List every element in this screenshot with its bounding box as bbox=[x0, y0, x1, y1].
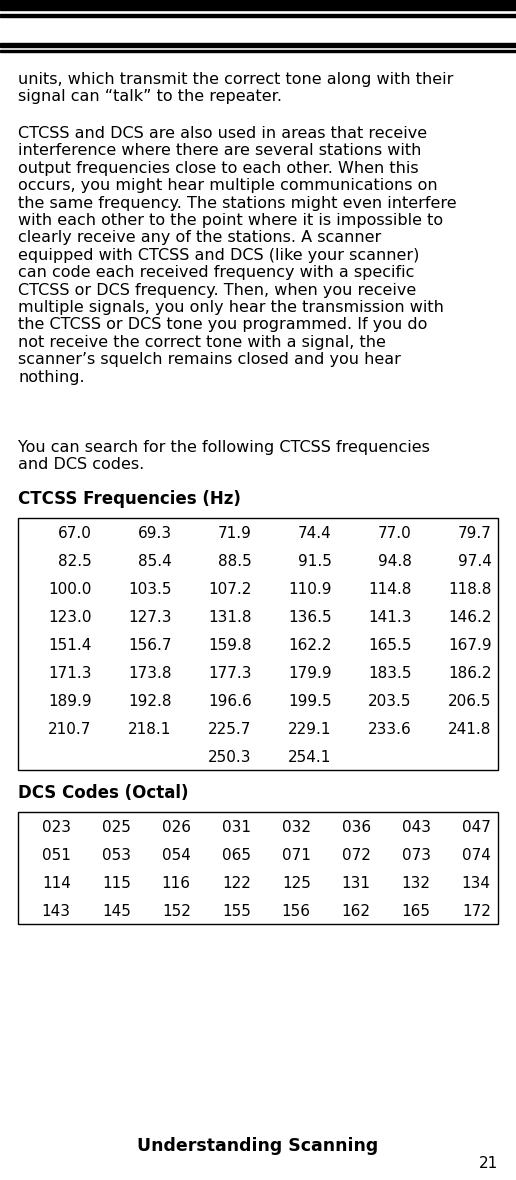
Text: 233.6: 233.6 bbox=[368, 722, 412, 736]
Text: 131.8: 131.8 bbox=[208, 610, 252, 625]
Text: 023: 023 bbox=[42, 820, 71, 835]
Text: 156: 156 bbox=[282, 904, 311, 919]
Text: CTCSS and DCS are also used in areas that receive
interference where there are s: CTCSS and DCS are also used in areas tha… bbox=[18, 126, 457, 385]
Text: 073: 073 bbox=[402, 848, 431, 863]
Text: 250.3: 250.3 bbox=[208, 750, 252, 765]
Text: 192.8: 192.8 bbox=[128, 694, 172, 709]
Text: 21: 21 bbox=[479, 1156, 498, 1172]
Text: 173.8: 173.8 bbox=[128, 666, 172, 681]
Text: 143: 143 bbox=[42, 904, 71, 919]
Text: 152: 152 bbox=[162, 904, 191, 919]
Text: 165: 165 bbox=[402, 904, 431, 919]
Text: 77.0: 77.0 bbox=[378, 526, 412, 540]
Text: 118.8: 118.8 bbox=[448, 582, 492, 597]
Text: You can search for the following CTCSS frequencies
and DCS codes.: You can search for the following CTCSS f… bbox=[18, 440, 430, 472]
Text: 145: 145 bbox=[102, 904, 131, 919]
Text: 072: 072 bbox=[342, 848, 371, 863]
Text: CTCSS Frequencies (Hz): CTCSS Frequencies (Hz) bbox=[18, 490, 241, 509]
Text: 110.9: 110.9 bbox=[288, 582, 332, 597]
Text: 155: 155 bbox=[222, 904, 251, 919]
Text: 123.0: 123.0 bbox=[48, 610, 92, 625]
Bar bbox=[0, 42, 516, 47]
Text: 047: 047 bbox=[462, 820, 491, 835]
Text: 71.9: 71.9 bbox=[218, 526, 252, 540]
Text: 053: 053 bbox=[102, 848, 131, 863]
Text: 177.3: 177.3 bbox=[208, 666, 252, 681]
Text: 122: 122 bbox=[222, 876, 251, 891]
Bar bbox=[18, 518, 498, 771]
Text: 199.5: 199.5 bbox=[288, 694, 332, 709]
Text: DCS Codes (Octal): DCS Codes (Octal) bbox=[18, 784, 188, 802]
Bar bbox=[18, 812, 498, 924]
Text: 146.2: 146.2 bbox=[448, 610, 492, 625]
Text: 225.7: 225.7 bbox=[208, 722, 252, 736]
Text: 183.5: 183.5 bbox=[368, 666, 412, 681]
Text: 051: 051 bbox=[42, 848, 71, 863]
Text: 100.0: 100.0 bbox=[48, 582, 92, 597]
Bar bbox=[0, 50, 516, 52]
Text: 103.5: 103.5 bbox=[128, 582, 172, 597]
Text: 74.4: 74.4 bbox=[298, 526, 332, 540]
Text: 125: 125 bbox=[282, 876, 311, 891]
Text: 151.4: 151.4 bbox=[48, 638, 92, 653]
Text: 132: 132 bbox=[402, 876, 431, 891]
Text: 196.6: 196.6 bbox=[208, 694, 252, 709]
Text: 032: 032 bbox=[282, 820, 311, 835]
Text: 85.4: 85.4 bbox=[138, 553, 172, 569]
Text: 67.0: 67.0 bbox=[58, 526, 92, 540]
Text: 94.8: 94.8 bbox=[378, 553, 412, 569]
Text: 229.1: 229.1 bbox=[288, 722, 332, 736]
Text: 186.2: 186.2 bbox=[448, 666, 492, 681]
Text: 107.2: 107.2 bbox=[208, 582, 252, 597]
Text: 171.3: 171.3 bbox=[48, 666, 92, 681]
Text: 159.8: 159.8 bbox=[208, 638, 252, 653]
Text: units, which transmit the correct tone along with their
signal can “talk” to the: units, which transmit the correct tone a… bbox=[18, 72, 454, 104]
Text: Understanding Scanning: Understanding Scanning bbox=[137, 1138, 379, 1155]
Text: 167.9: 167.9 bbox=[448, 638, 492, 653]
Text: 162: 162 bbox=[342, 904, 371, 919]
Text: 054: 054 bbox=[162, 848, 191, 863]
Text: 203.5: 203.5 bbox=[368, 694, 412, 709]
Text: 210.7: 210.7 bbox=[48, 722, 92, 736]
Text: 254.1: 254.1 bbox=[288, 750, 332, 765]
Text: 025: 025 bbox=[102, 820, 131, 835]
Text: 97.4: 97.4 bbox=[458, 553, 492, 569]
Text: 79.7: 79.7 bbox=[458, 526, 492, 540]
Text: 036: 036 bbox=[342, 820, 371, 835]
Text: 026: 026 bbox=[162, 820, 191, 835]
Text: 241.8: 241.8 bbox=[448, 722, 492, 736]
Text: 114.8: 114.8 bbox=[368, 582, 412, 597]
Text: 179.9: 179.9 bbox=[288, 666, 332, 681]
Text: 206.5: 206.5 bbox=[448, 694, 492, 709]
Bar bbox=[0, 14, 516, 17]
Text: 031: 031 bbox=[222, 820, 251, 835]
Text: 043: 043 bbox=[402, 820, 431, 835]
Text: 071: 071 bbox=[282, 848, 311, 863]
Bar bbox=[0, 0, 516, 9]
Text: 162.2: 162.2 bbox=[288, 638, 332, 653]
Text: 91.5: 91.5 bbox=[298, 553, 332, 569]
Text: 189.9: 189.9 bbox=[48, 694, 92, 709]
Text: 116: 116 bbox=[162, 876, 191, 891]
Text: 141.3: 141.3 bbox=[368, 610, 412, 625]
Text: 156.7: 156.7 bbox=[128, 638, 172, 653]
Text: 88.5: 88.5 bbox=[218, 553, 252, 569]
Text: 131: 131 bbox=[342, 876, 371, 891]
Text: 074: 074 bbox=[462, 848, 491, 863]
Text: 065: 065 bbox=[222, 848, 251, 863]
Text: 136.5: 136.5 bbox=[288, 610, 332, 625]
Text: 165.5: 165.5 bbox=[368, 638, 412, 653]
Text: 114: 114 bbox=[42, 876, 71, 891]
Text: 172: 172 bbox=[462, 904, 491, 919]
Text: 69.3: 69.3 bbox=[137, 526, 172, 540]
Text: 134: 134 bbox=[462, 876, 491, 891]
Text: 218.1: 218.1 bbox=[128, 722, 172, 736]
Text: 127.3: 127.3 bbox=[128, 610, 172, 625]
Text: 82.5: 82.5 bbox=[58, 553, 92, 569]
Text: 115: 115 bbox=[102, 876, 131, 891]
